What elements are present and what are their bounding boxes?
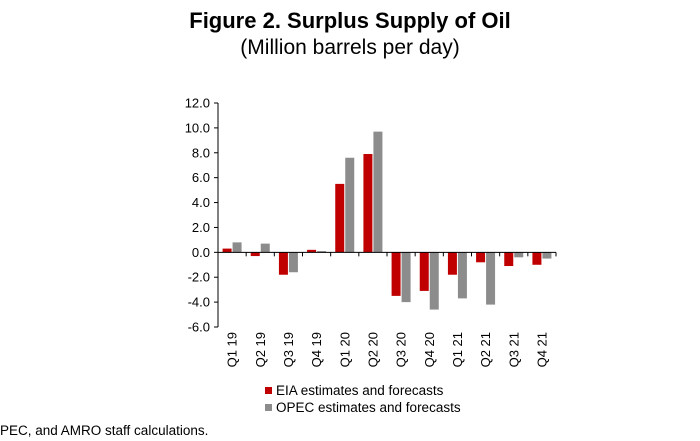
bar-eia-q1-19 [222,248,232,253]
legend-item-eia: EIA estimates and forecasts [265,382,461,399]
bar-opec-q3-21 [514,252,524,258]
legend: EIA estimates and forecasts OPEC estimat… [265,382,461,416]
bar-eia-q2-20 [363,154,373,253]
legend-swatch-opec [265,404,272,411]
bar-opec-q2-20 [373,131,383,253]
bar-opec-q1-21 [457,252,467,299]
y-tick-label: -6.0 [188,320,210,335]
bar-eia-q1-20 [335,183,345,253]
legend-label-eia: EIA estimates and forecasts [276,383,444,398]
x-tick-label: Q4 19 [309,332,324,367]
x-tick-label: Q1 19 [225,332,240,367]
bar-opec-q3-20 [401,252,411,303]
x-tick-label: Q4 21 [534,332,549,367]
legend-label-opec: OPEC estimates and forecasts [276,400,461,415]
bar-eia-q3-19 [278,252,288,275]
x-tick-label: Q1 20 [337,332,352,367]
legend-swatch-eia [265,387,272,394]
x-tick-label: Q1 21 [450,332,465,367]
bar-eia-q2-21 [476,252,486,263]
y-tick-label: 4.0 [192,195,210,210]
bar-eia-q1-21 [447,252,457,275]
bar-opec-q2-19 [260,243,270,253]
bar-eia-q4-19 [307,249,317,253]
chart-title: Figure 2. Surplus Supply of Oil [189,8,511,33]
bar-opec-q4-21 [542,252,552,259]
bar-opec-q2-21 [486,252,496,305]
bar-eia-q4-20 [419,252,429,291]
chart-subtitle: (Million barrels per day) [240,36,460,59]
bar-eia-q3-20 [391,252,401,296]
bar-opec-q3-19 [288,252,298,273]
bar-opec-q4-20 [429,252,439,310]
y-tick-label: 12.0 [185,96,210,111]
x-tick-label: Q2 21 [478,332,493,367]
x-tick-label: Q3 20 [394,332,409,367]
x-tick-label: Q4 20 [422,332,437,367]
bar-eia-q2-19 [250,252,260,257]
y-tick-label: 6.0 [192,170,210,185]
x-tick-label: Q2 20 [365,332,380,367]
bar-opec-q1-19 [232,242,242,253]
x-tick-label: Q3 19 [281,332,296,367]
bar-opec-q4-19 [317,251,327,253]
y-tick-label: 2.0 [192,220,210,235]
bar-opec-q1-20 [345,157,355,253]
y-tick-label: 10.0 [185,120,210,135]
source-note: PEC, and AMRO staff calculations. [0,423,209,438]
y-tick-label: 0.0 [192,245,210,260]
x-tick-label: Q3 21 [506,332,521,367]
bar-eia-q4-21 [532,252,542,265]
y-tick-label: -4.0 [188,295,210,310]
y-tick-label: -2.0 [188,270,210,285]
legend-item-opec: OPEC estimates and forecasts [265,399,461,416]
bar-eia-q3-21 [504,252,514,267]
y-tick-label: 8.0 [192,145,210,160]
x-tick-label: Q2 19 [253,332,268,367]
